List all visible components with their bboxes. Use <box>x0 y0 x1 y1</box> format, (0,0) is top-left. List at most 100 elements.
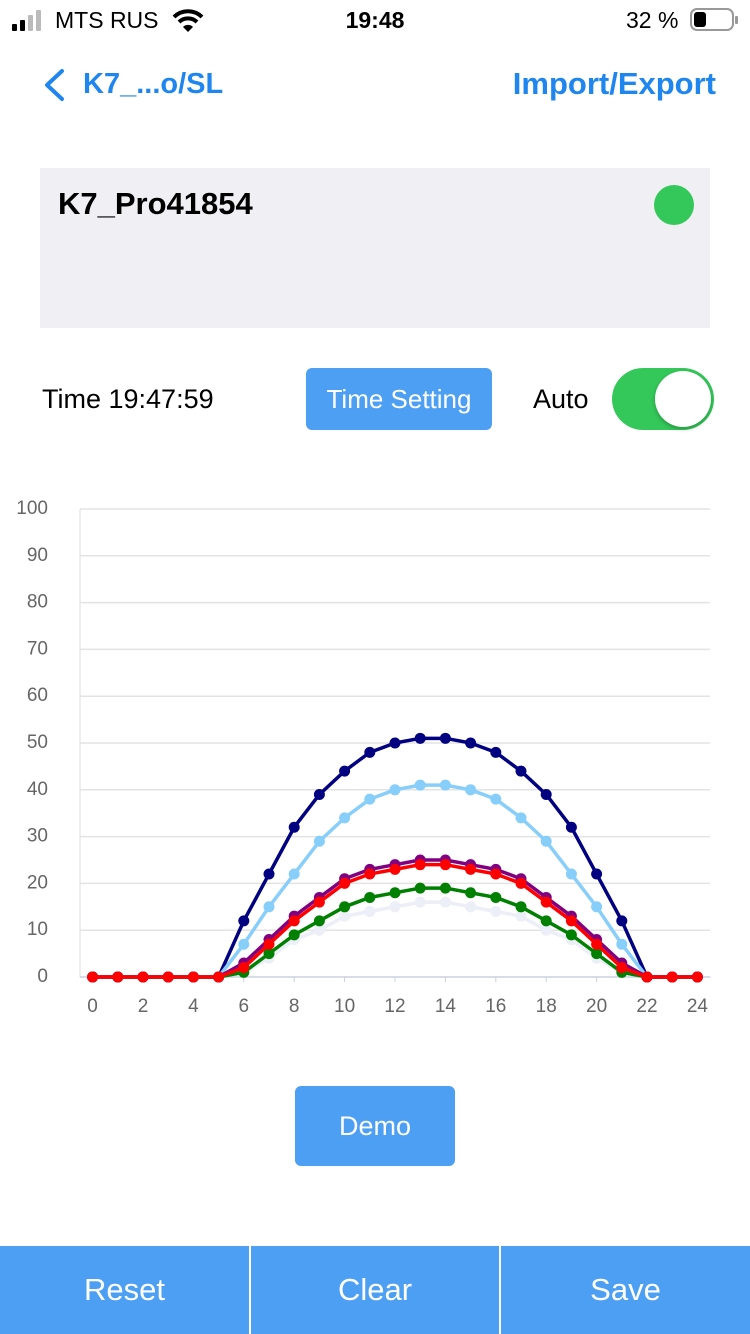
toggle-knob <box>655 371 711 427</box>
data-point <box>263 938 275 950</box>
data-point <box>313 788 325 800</box>
data-point <box>162 971 174 983</box>
data-point <box>112 971 124 983</box>
data-point <box>465 737 477 749</box>
data-point <box>414 732 426 744</box>
data-point <box>565 915 577 927</box>
data-point <box>238 962 250 974</box>
data-point <box>515 877 527 889</box>
x-tick-label: 12 <box>384 996 405 1017</box>
data-point <box>213 971 225 983</box>
data-point <box>540 788 552 800</box>
data-point <box>414 779 426 791</box>
data-point <box>313 924 325 936</box>
wifi-icon <box>172 9 204 32</box>
data-point <box>414 896 426 908</box>
data-point <box>313 896 325 908</box>
data-point <box>439 896 451 908</box>
data-point <box>616 938 628 950</box>
data-point <box>540 924 552 936</box>
clear-button[interactable]: Clear <box>337 1272 413 1307</box>
data-point <box>288 868 300 880</box>
battery-icon <box>690 8 738 31</box>
x-tick-label: 6 <box>239 996 250 1017</box>
data-point <box>339 765 351 777</box>
y-tick-label: 10 <box>27 919 48 940</box>
data-point <box>288 915 300 927</box>
data-point <box>591 868 603 880</box>
data-point <box>515 901 527 913</box>
data-point <box>364 891 376 903</box>
x-tick-label: 0 <box>87 996 98 1017</box>
data-point <box>591 948 603 960</box>
x-tick-label: 8 <box>289 996 300 1017</box>
data-point <box>540 915 552 927</box>
x-tick-label: 22 <box>636 996 657 1017</box>
separator <box>499 1246 501 1334</box>
data-point <box>515 812 527 824</box>
data-point <box>616 962 628 974</box>
data-point <box>540 896 552 908</box>
data-point <box>364 868 376 880</box>
data-point <box>666 971 678 983</box>
data-point <box>490 868 502 880</box>
data-point <box>465 784 477 796</box>
battery-text: 32 % <box>626 7 679 33</box>
clock: 19:48 <box>345 7 405 33</box>
demo-button[interactable]: Demo <box>295 1086 455 1166</box>
auto-toggle[interactable] <box>612 368 714 430</box>
device-card[interactable] <box>40 168 710 328</box>
x-tick-label: 14 <box>435 996 457 1017</box>
auto-label: Auto <box>533 384 589 414</box>
signal-icon <box>12 10 41 31</box>
reset-button[interactable]: Reset <box>84 1272 165 1307</box>
data-point <box>591 938 603 950</box>
data-point <box>465 863 477 875</box>
data-point <box>565 868 577 880</box>
y-tick-label: 30 <box>27 826 48 847</box>
data-point <box>490 793 502 805</box>
y-tick-label: 50 <box>27 732 48 753</box>
data-point <box>641 971 653 983</box>
data-point <box>364 746 376 758</box>
data-point <box>238 938 250 950</box>
data-point <box>465 901 477 913</box>
data-point <box>389 784 401 796</box>
time-setting-button[interactable]: Time Setting <box>306 368 492 430</box>
data-point <box>439 779 451 791</box>
data-point <box>414 859 426 871</box>
y-tick-label: 0 <box>37 966 48 987</box>
y-tick-label: 70 <box>27 638 48 659</box>
data-point <box>389 737 401 749</box>
data-point <box>263 948 275 960</box>
x-tick-label: 18 <box>536 996 557 1017</box>
data-point <box>187 971 199 983</box>
series-line <box>92 900 698 979</box>
y-tick-label: 20 <box>27 872 48 893</box>
data-point <box>288 929 300 941</box>
separator <box>249 1246 251 1334</box>
x-tick-label: 24 <box>687 996 709 1017</box>
data-point <box>339 910 351 922</box>
back-chevron[interactable] <box>40 68 68 102</box>
data-point <box>591 901 603 913</box>
data-point <box>565 821 577 833</box>
data-point <box>465 887 477 899</box>
data-point <box>490 905 502 917</box>
x-tick-label: 10 <box>334 996 355 1017</box>
data-point <box>515 765 527 777</box>
save-button[interactable]: Save <box>590 1272 661 1307</box>
back-button[interactable]: K7_...o/SL <box>83 68 224 100</box>
x-tick-label: 16 <box>485 996 506 1017</box>
data-point <box>490 891 502 903</box>
data-point <box>515 910 527 922</box>
data-point <box>565 929 577 941</box>
data-point <box>439 859 451 871</box>
data-point <box>339 877 351 889</box>
data-point <box>439 882 451 894</box>
import-export-button[interactable]: Import/Export <box>512 66 716 101</box>
data-point <box>87 971 99 983</box>
data-point <box>389 863 401 875</box>
